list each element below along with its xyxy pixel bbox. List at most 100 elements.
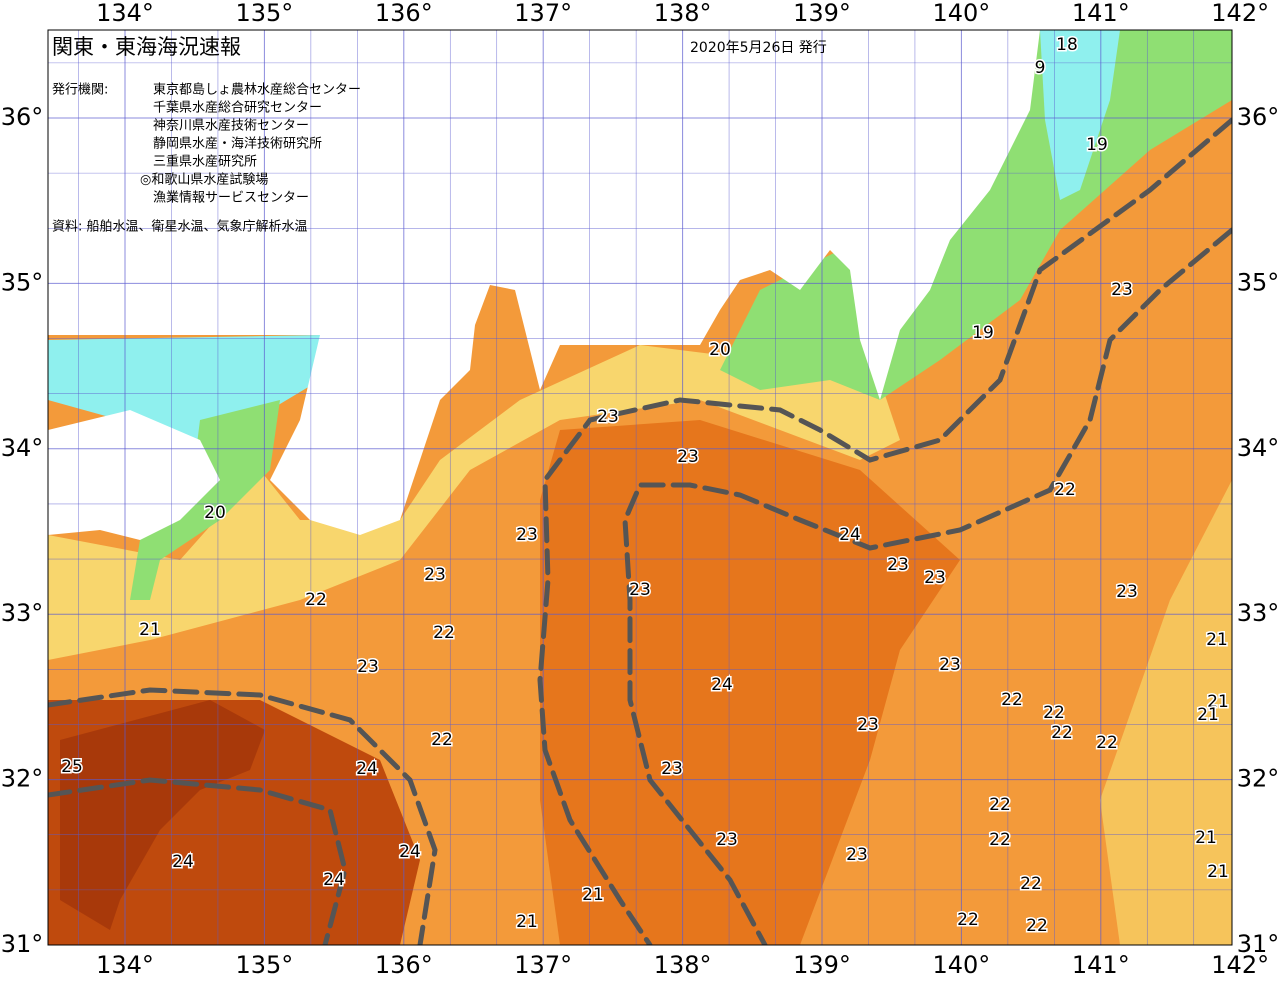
- contour-label: 20: [709, 340, 731, 360]
- contour-label: 23: [661, 759, 683, 779]
- agency-list: 東京都島しょ農林水産総合センター千葉県水産総合研究センター神奈川県水産技術センタ…: [140, 82, 361, 206]
- contour-label: 21: [1197, 705, 1219, 725]
- agency: 東京都島しょ農林水産総合センター: [153, 82, 361, 98]
- contour-label: 21: [1206, 630, 1228, 650]
- warm-core-inner: [60, 700, 265, 930]
- contour-label: 22: [1043, 703, 1065, 723]
- contour-label: 24: [356, 759, 378, 779]
- contour-label: 21: [1207, 862, 1229, 882]
- latitude-label: 31°: [1237, 930, 1280, 958]
- contour-label: 22: [1020, 874, 1042, 894]
- contour-label: 21: [1207, 692, 1229, 712]
- contour-label: 22: [989, 830, 1011, 850]
- agency: ◎和歌山県水産試験場: [140, 172, 268, 188]
- longitude-label: 142°: [1211, 0, 1269, 27]
- contour-label: 24: [711, 675, 733, 695]
- latitude-label: 33°: [1, 599, 44, 627]
- longitude-label: 139°: [793, 951, 851, 979]
- contour-label: 23: [857, 715, 879, 735]
- latitude-label: 32°: [1, 765, 44, 793]
- source: 資料: 船舶水温、衛星水温、気象庁解析水温: [52, 219, 308, 235]
- contour-label: 22: [989, 795, 1011, 815]
- contour-label: 22: [1054, 480, 1076, 500]
- latitude-label: 34°: [1, 434, 44, 462]
- cold-zone: [720, 30, 1232, 400]
- agency-label: 発行機関:: [52, 83, 108, 98]
- contour-label: 23: [677, 447, 699, 467]
- longitude-label: 142°: [1211, 951, 1269, 979]
- latitude-label: 33°: [1237, 599, 1280, 627]
- contour-label: 23: [357, 657, 379, 677]
- contour-label: 23: [846, 845, 868, 865]
- longitude-label: 136°: [375, 0, 433, 27]
- latitude-label: 36°: [1, 103, 44, 131]
- contour-label: 22: [305, 590, 327, 610]
- agency: 静岡県水産・海洋技術研究所: [153, 136, 322, 152]
- longitude-label: 134°: [96, 0, 154, 27]
- contour-label: 21: [582, 885, 604, 905]
- cold-core: [1040, 30, 1120, 200]
- contour-label: 23: [939, 655, 961, 675]
- contour-label: 19: [972, 323, 994, 343]
- title: 関東・東海海況速報: [52, 35, 241, 59]
- latitude-label: 31°: [1, 930, 44, 958]
- current-line: [48, 777, 348, 945]
- contour-label: 23: [716, 830, 738, 850]
- cool-band: [1100, 480, 1232, 945]
- latitude-label: 32°: [1237, 765, 1280, 793]
- contour-label: 20: [204, 503, 226, 523]
- contour-label: 19: [1086, 135, 1108, 155]
- latitude-label: 34°: [1237, 434, 1280, 462]
- issue-date: 2020年5月26日 発行: [690, 40, 827, 56]
- longitude-label: 135°: [235, 0, 293, 27]
- agency: 千葉県水産総合研究センター: [153, 100, 322, 116]
- agency: 漁業情報サービスセンター: [153, 190, 309, 206]
- latitude-label: 35°: [1237, 268, 1280, 296]
- longitude-label: 134°: [96, 951, 154, 979]
- current-line: [537, 117, 1232, 945]
- agency: 三重県水産研究所: [153, 154, 257, 170]
- current-lines: [48, 117, 1232, 945]
- contour-label: 21: [1195, 828, 1217, 848]
- contour-label: 22: [1001, 690, 1023, 710]
- longitude-label: 135°: [235, 951, 293, 979]
- current-line: [622, 227, 1232, 945]
- contour-label: 23: [516, 525, 538, 545]
- contour-label: 22: [1051, 723, 1073, 743]
- contour-label: 24: [839, 525, 861, 545]
- contour-label: 22: [433, 623, 455, 643]
- contour-label: 23: [597, 407, 619, 427]
- contour-label: 18: [1056, 35, 1078, 55]
- contour-label: 23: [887, 555, 909, 575]
- contour-label: 21: [516, 912, 538, 932]
- longitude-label: 137°: [514, 951, 572, 979]
- agency: 神奈川県水産技術センター: [153, 118, 309, 134]
- longitude-label: 140°: [932, 951, 990, 979]
- land: [48, 410, 220, 540]
- longitude-label: 141°: [1072, 0, 1130, 27]
- longitude-label: 136°: [375, 951, 433, 979]
- longitude-label: 139°: [793, 0, 851, 27]
- contour-label: 9: [1035, 58, 1046, 78]
- latitude-label: 36°: [1237, 103, 1280, 131]
- contour-label: 23: [629, 580, 651, 600]
- contour-label: 24: [399, 842, 421, 862]
- contour-label: 22: [1026, 916, 1048, 936]
- contour-label: 22: [431, 730, 453, 750]
- warm-zone: [540, 420, 960, 945]
- contour-label: 22: [957, 910, 979, 930]
- longitude-label: 138°: [654, 0, 712, 27]
- latitude-label: 35°: [1, 268, 44, 296]
- contour-label: 23: [1116, 582, 1138, 602]
- contour-label: 23: [924, 568, 946, 588]
- contour-label: 25: [61, 757, 83, 777]
- contour-label: 23: [1111, 280, 1133, 300]
- contour-label: 24: [172, 852, 194, 872]
- contour-label: 22: [1096, 733, 1118, 753]
- longitude-label: 138°: [654, 951, 712, 979]
- longitude-label: 140°: [932, 0, 990, 27]
- land: [48, 30, 1040, 535]
